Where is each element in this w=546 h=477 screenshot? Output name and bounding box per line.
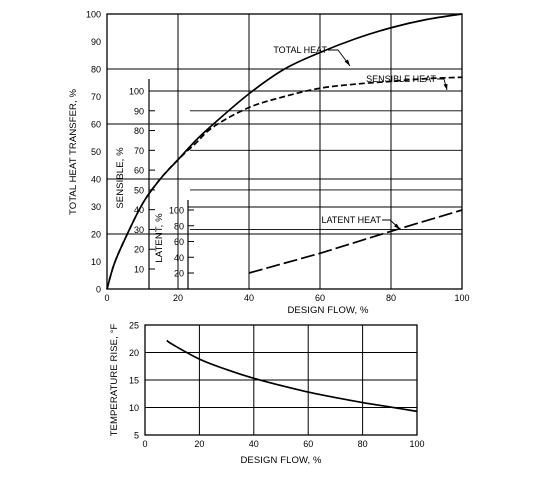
top-y-tick-labels: 0 10 20 30 40 50 60 70 80 90 100	[86, 10, 101, 295]
sensible-axis-label: SENSIBLE, %	[115, 147, 126, 209]
bottom-plot-frame	[144, 324, 418, 436]
total-heat-leader	[328, 49, 351, 67]
top-x-tick-label: 100	[454, 293, 469, 303]
latent-tick-label: 80	[174, 221, 184, 231]
bottom-y-tick-label: 20	[129, 348, 139, 358]
top-y-tick-label: 40	[91, 175, 101, 185]
sensible-tick-label: 20	[134, 245, 144, 255]
top-y-axis-label: TOTAL HEAT TRANSFER, %	[68, 89, 79, 216]
top-y-tick-label: 70	[91, 92, 101, 102]
top-x-tick-label: 40	[244, 293, 254, 303]
top-y-tick-label: 0	[96, 285, 101, 295]
bottom-x-axis-label: DESIGN FLOW, %	[240, 455, 322, 466]
top-x-tick-labels: 0 20 40 60 80 100	[104, 293, 469, 303]
bottom-x-tick-label: 100	[409, 439, 424, 449]
sensible-tick-label: 80	[134, 126, 144, 136]
latent-heat-line	[248, 209, 463, 274]
top-x-tick-label: 80	[386, 293, 396, 303]
sensible-heat-arrowhead	[443, 84, 448, 90]
bottom-grid	[145, 325, 417, 435]
bottom-x-tick-label: 60	[303, 439, 313, 449]
latent-tick-label: 40	[174, 253, 184, 263]
top-y-tick-label: 20	[91, 230, 101, 240]
top-y-tick-label: 80	[91, 65, 101, 75]
sensible-tick-label: 60	[134, 166, 144, 176]
sensible-heat-line	[106, 76, 463, 290]
latent-heat-arrowhead	[394, 223, 400, 229]
sensible-tick-label: 100	[129, 87, 144, 97]
top-y-tick-label: 90	[91, 37, 101, 47]
bottom-y-tick-label: 25	[129, 321, 139, 331]
top-chart: 0 10 20 30 40 50 60 70 80 90 100 0 20 40 60 80 100 10 20…	[68, 10, 470, 317]
latent-heat-label: LATENT HEAT	[321, 215, 381, 225]
latent-axis: 20 40 60 80 100	[169, 200, 462, 289]
top-plot-frame	[106, 13, 463, 290]
latent-axis-label: LATENT, %	[154, 213, 165, 263]
sensible-tick-label: 30	[134, 225, 144, 235]
top-y-tick-label: 10	[91, 257, 101, 267]
top-x-tick-label: 20	[173, 293, 183, 303]
bottom-y-tick-label: 5	[134, 431, 139, 441]
top-x-tick-label: 0	[104, 293, 109, 303]
bottom-y-tick-label: 15	[129, 376, 139, 386]
bottom-x-tick-label: 0	[142, 439, 147, 449]
bottom-x-tick-label: 20	[194, 439, 204, 449]
bottom-y-axis-label: TEMPERATURE RISE, °F	[109, 324, 120, 437]
bottom-series	[166, 339, 418, 413]
temperature-rise-line	[166, 339, 418, 413]
top-x-tick-label: 60	[315, 293, 325, 303]
bottom-x-tick-label: 40	[249, 439, 259, 449]
sensible-tick-label: 50	[134, 185, 144, 195]
top-y-tick-label: 50	[91, 147, 101, 157]
bottom-y-tick-label: 10	[129, 403, 139, 413]
top-y-tick-label: 30	[91, 202, 101, 212]
bottom-chart: 5 10 15 20 25 0 20 40 60 80 100 TEMPERATURE RISE,…	[109, 321, 425, 467]
latent-tick-label: 100	[169, 206, 184, 216]
total-heat-arrowhead	[344, 59, 350, 66]
top-y-tick-label: 100	[86, 10, 101, 20]
latent-tick-label: 60	[174, 237, 184, 247]
latent-tick-label: 20	[174, 269, 184, 279]
top-x-axis-label: DESIGN FLOW, %	[287, 305, 369, 316]
sensible-tick-label: 90	[134, 106, 144, 116]
top-y-tick-label: 60	[91, 120, 101, 130]
bottom-x-tick-labels: 0 20 40 60 80 100	[142, 439, 424, 449]
total-heat-label: TOTAL HEAT	[273, 45, 327, 55]
bottom-y-tick-labels: 5 10 15 20 25	[129, 321, 139, 441]
bottom-x-tick-label: 80	[358, 439, 368, 449]
top-series	[106, 13, 463, 290]
sensible-heat-label: SENSIBLE HEAT	[366, 74, 436, 84]
top-annotations	[328, 49, 448, 230]
sensible-tick-label: 70	[134, 146, 144, 156]
sensible-tick-label: 10	[134, 265, 144, 275]
